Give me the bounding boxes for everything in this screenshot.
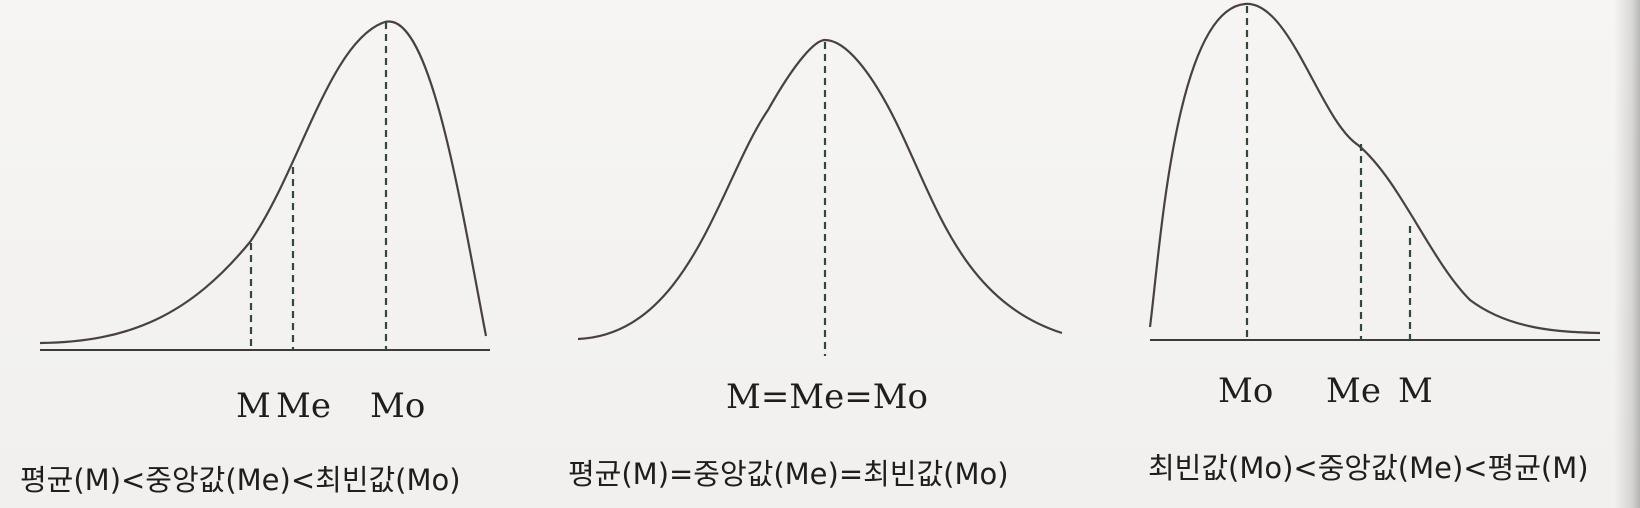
left-caption: 평균(M)<중앙값(Me)<최빈값(Mo) <box>20 463 461 497</box>
right-curve <box>1148 2 1601 335</box>
panel-symmetric: M=Me=Mo 평균(M)=중앙값(Me)=최빈값(Mo) <box>568 38 1063 491</box>
page-edge-shadow <box>1614 0 1640 508</box>
panel-negative-skew: M Me Mo 평균(M)<중앙값(Me)<최빈값(Mo) <box>20 20 490 497</box>
left-curve <box>39 20 488 345</box>
right-caption: 최빈값(Mo)<중앙값(Me)<평균(M) <box>1148 451 1589 485</box>
panel-positive-skew: Mo Me M 최빈값(Mo)<중앙값(Me)<평균(M) <box>1148 2 1601 485</box>
right-median-label: Me <box>1326 371 1381 411</box>
left-mode-label: Mo <box>370 386 425 426</box>
right-mode-label: Mo <box>1218 371 1273 411</box>
center-combined-label: M=Me=Mo <box>726 377 928 417</box>
left-median-label: Me <box>276 386 331 426</box>
left-mean-label: M <box>236 386 271 426</box>
center-caption: 평균(M)=중앙값(Me)=최빈값(Mo) <box>568 457 1009 491</box>
right-mean-label: M <box>1398 371 1433 411</box>
center-curve <box>577 38 1063 341</box>
